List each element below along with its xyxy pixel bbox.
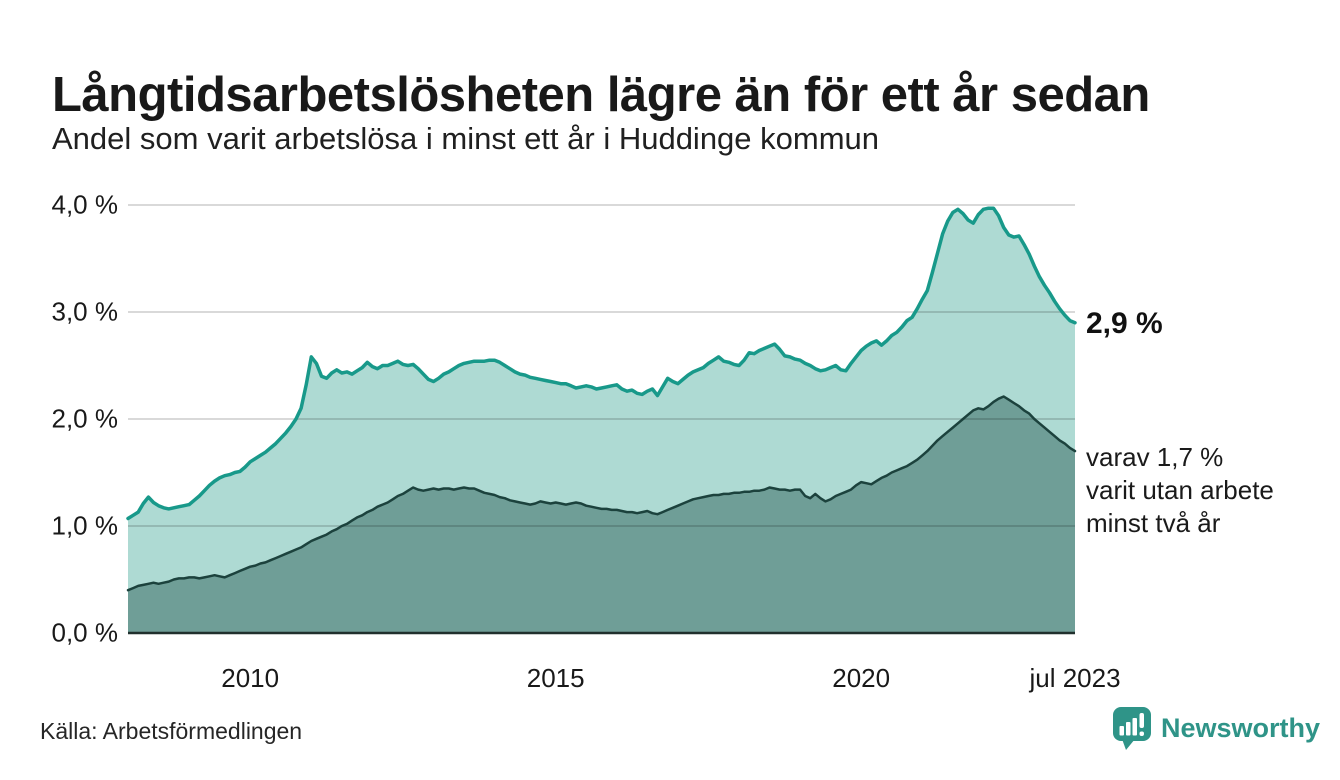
chart-subtitle: Andel som varit arbetslösa i minst ett å… [52, 121, 880, 156]
x-tick-label: jul 2023 [1029, 663, 1121, 693]
logo-exclamation-bar [1139, 713, 1144, 728]
logo-pin-tail [1122, 739, 1135, 750]
x-tick-label: 2010 [221, 663, 280, 693]
line-series-2yr [126, 395, 1077, 592]
area-series-2yr [128, 396, 1075, 633]
y-tick-label: 3,0 % [51, 296, 119, 327]
end-note-line: varit utan arbete [1086, 475, 1274, 505]
logo-exclamation-dot [1139, 731, 1144, 736]
y-tick-label: 0,0 % [51, 617, 119, 648]
source-note: Källa: Arbetsförmedlingen [40, 718, 303, 744]
series-end-note-2yr: varav 1,7 % varit utan arbete minst två … [1086, 441, 1274, 540]
logo-bar-3 [1132, 718, 1137, 736]
line-series-1yr [126, 206, 1077, 521]
brand-wordmark: Newsworthy [1161, 713, 1321, 743]
logo-bar-2 [1126, 722, 1131, 736]
newsworthy-logo-icon [1113, 707, 1151, 750]
y-tick-label: 2,0 % [51, 403, 119, 434]
newsworthy-logo: Newsworthy [1112, 706, 1320, 751]
end-note-line: varav 1,7 % [1086, 442, 1224, 472]
series-end-label-1yr: 2,9 % [1086, 307, 1163, 340]
end-note-line: minst två år [1086, 508, 1221, 538]
x-tick-label: 2015 [526, 663, 585, 693]
x-tick-label: 2020 [832, 663, 891, 693]
page-title: Långtidsarbetslösheten lägre än för ett … [52, 67, 1150, 122]
y-tick-label: 4,0 % [51, 189, 119, 220]
y-tick-label: 1,0 % [51, 510, 119, 541]
logo-bar-1 [1119, 726, 1124, 736]
